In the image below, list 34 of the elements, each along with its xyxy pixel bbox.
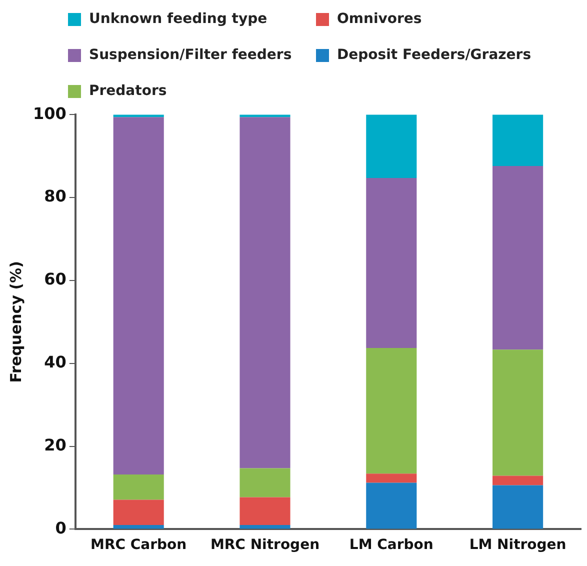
x-tick-label: LM Nitrogen <box>469 537 566 554</box>
legend-label: Omnivores <box>337 11 422 27</box>
bar <box>492 485 544 529</box>
bar <box>240 497 290 526</box>
bar <box>492 166 544 350</box>
bar <box>113 117 164 474</box>
bar <box>113 525 164 529</box>
bar <box>240 468 290 498</box>
x-tick-label: MRC Nitrogen <box>210 537 320 554</box>
legend-label: Unknown feeding type <box>89 11 268 27</box>
bar <box>240 525 290 529</box>
legend-label: Suspension/Filter feeders <box>89 47 292 63</box>
bar <box>113 500 164 526</box>
y-tick-label: 20 <box>44 435 66 454</box>
bar <box>492 114 544 166</box>
bar <box>366 114 417 178</box>
x-tick-label: LM Carbon <box>349 537 434 554</box>
y-tick-label: 80 <box>44 186 66 206</box>
y-tick-label: 100 <box>32 104 66 123</box>
y-axis-title: Frequency (%) <box>6 261 25 383</box>
bar <box>492 476 544 486</box>
bar <box>366 348 417 474</box>
y-tick-label: 0 <box>55 518 66 538</box>
y-tick-label: 60 <box>44 270 66 289</box>
bar <box>366 474 417 483</box>
x-tick-label: MRC Carbon <box>90 537 187 554</box>
bar <box>240 117 290 468</box>
bar <box>366 178 417 348</box>
legend-label: Predators <box>89 83 167 99</box>
bar <box>366 482 417 529</box>
bar <box>113 474 164 500</box>
y-tick-label: 40 <box>44 352 66 372</box>
legend-label: Deposit Feeders/Grazers <box>337 47 532 63</box>
bar <box>492 350 544 476</box>
